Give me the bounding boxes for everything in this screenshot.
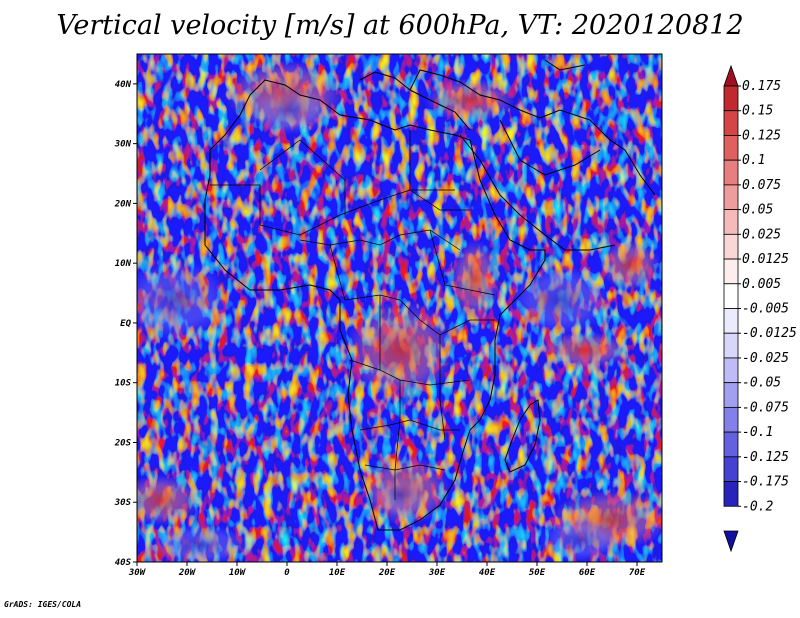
plot-area [137,54,662,562]
chart-title: Vertical velocity [m/s] at 600hPa, VT: 2… [56,10,744,41]
colorbar-label: 0.175 [742,79,781,94]
colorbar-swatch [723,382,739,408]
colorbar: 0.175 0.15 0.125 0.1 0.075 0.05 0.025 0.0125 0.0… [723,64,797,553]
plot-frame [136,53,663,563]
colorbar-swatch [723,456,739,482]
colorbar-swatch [723,85,739,112]
colorbar-swatch [723,209,739,235]
x-tick-label: 10E [329,568,346,578]
colorbar-label: -0.125 [742,450,789,465]
colorbar-swatch [723,184,739,211]
coastlines [204,59,656,531]
colorbar-label: -0.075 [742,400,789,415]
colorbar-top-arrow [723,64,739,87]
colorbar-swatch [723,406,739,433]
y-tick-label: 20N [114,199,132,209]
x-tick-label: 50E [529,568,546,578]
x-tick-label: 20W [178,568,197,578]
x-axis-ticks: 30W 20W 10W 0 10E 20E 30E 40E 50E 60E 70E [128,562,646,578]
colorbar-label: 0.1 [742,153,765,168]
colorbar-label: -0.025 [742,351,789,366]
colorbar-label: -0.005 [742,302,789,317]
colorbar-label: -0.2 [742,499,773,514]
colorbar-swatch [723,110,739,136]
grads-credit: GrADS: IGES/COLA [4,600,82,609]
colorbar-label: 0.0125 [742,252,789,267]
y-axis-ticks: 40N 30N 20N 10N EQ 10S 20S 30S 40S [114,80,137,568]
y-tick-label: 30N [114,140,132,150]
colorbar-swatch [723,159,739,186]
colorbar-label: -0.05 [742,376,781,391]
colorbar-label: 0.125 [742,128,781,143]
x-tick-label: 30W [128,568,147,578]
y-tick-label: 20S [114,438,132,448]
colorbar-label: 0.15 [742,104,773,119]
x-tick-label: 20E [378,568,396,578]
colorbar-label: 0.05 [742,203,773,218]
y-tick-label: 40S [115,558,132,568]
colorbar-swatch [723,431,739,458]
x-tick-label: 0 [284,568,290,578]
x-tick-label: 60E [579,568,596,578]
y-tick-label: 40N [115,80,132,90]
x-tick-label: 40E [479,568,496,578]
colorbar-label: -0.0125 [742,326,797,341]
x-tick-label: 70E [629,568,646,578]
colorbar-label: 0.025 [742,227,781,242]
colorbar-swatch [723,357,739,384]
x-tick-label: 10W [229,568,247,578]
colorbar-label: 0.075 [742,178,781,193]
colorbar-swatch [723,135,739,161]
colorbar-swatch [723,258,739,285]
colorbar-bottom-arrow [723,530,739,553]
x-tick-label: 30E [428,568,446,578]
colorbar-swatch [723,233,739,260]
y-tick-label: 10N [115,259,132,269]
country-borders [210,130,496,500]
y-tick-label: 30S [114,498,132,508]
y-tick-label: 10S [115,379,132,389]
colorbar-swatch [723,283,739,309]
colorbar-label: 0.005 [742,277,781,292]
colorbar-swatch [723,308,739,334]
colorbar-label: -0.175 [742,475,789,490]
colorbar-label: -0.1 [742,425,773,440]
colorbar-swatch [723,481,739,507]
y-tick-label: EQ [120,319,131,329]
colorbar-swatch [723,332,739,359]
